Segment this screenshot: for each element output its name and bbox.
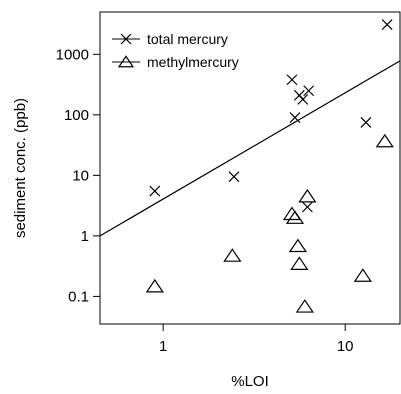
methylmercury-point [353, 268, 372, 282]
y-tick-label: 1 [81, 228, 89, 245]
y-tick-label: 0.1 [68, 288, 89, 305]
methylmercury-point [295, 299, 314, 313]
total-mercury-point [149, 185, 161, 197]
methylmercury-point [282, 206, 302, 221]
total-mercury-point [289, 112, 301, 124]
x-tick-label: 10 [337, 338, 354, 355]
total-mercury-point [381, 19, 393, 30]
methylmercury-point [145, 278, 164, 293]
y-axis-label: sediment conc. (ppb) [12, 98, 29, 238]
total-mercury-point [360, 116, 372, 128]
total-mercury-point [286, 74, 298, 86]
total-mercury-point [297, 93, 309, 105]
total-mercury-point [228, 171, 240, 183]
x-axis-label: %LOI [231, 373, 269, 390]
methylmercury-point [375, 133, 394, 148]
legend-label: total mercury [147, 31, 228, 47]
y-tick-label: 1000 [56, 46, 89, 63]
y-tick-label: 10 [72, 167, 89, 184]
methylmercury-point [298, 188, 317, 203]
methylmercury-point [288, 238, 308, 253]
plot-frame [99, 11, 401, 325]
methylmercury-point [290, 256, 309, 270]
methylmercury-point [285, 210, 305, 224]
legend-triangle-icon [117, 55, 135, 68]
legend-cross-icon [120, 33, 132, 45]
methylmercury-point [223, 248, 242, 262]
total-mercury-point [301, 201, 313, 213]
total-mercury-point [303, 85, 315, 97]
regression-line [99, 60, 401, 237]
y-tick-label: 100 [64, 107, 89, 124]
x-tick-label: 1 [159, 338, 167, 355]
legend-label: methylmercury [147, 54, 239, 70]
